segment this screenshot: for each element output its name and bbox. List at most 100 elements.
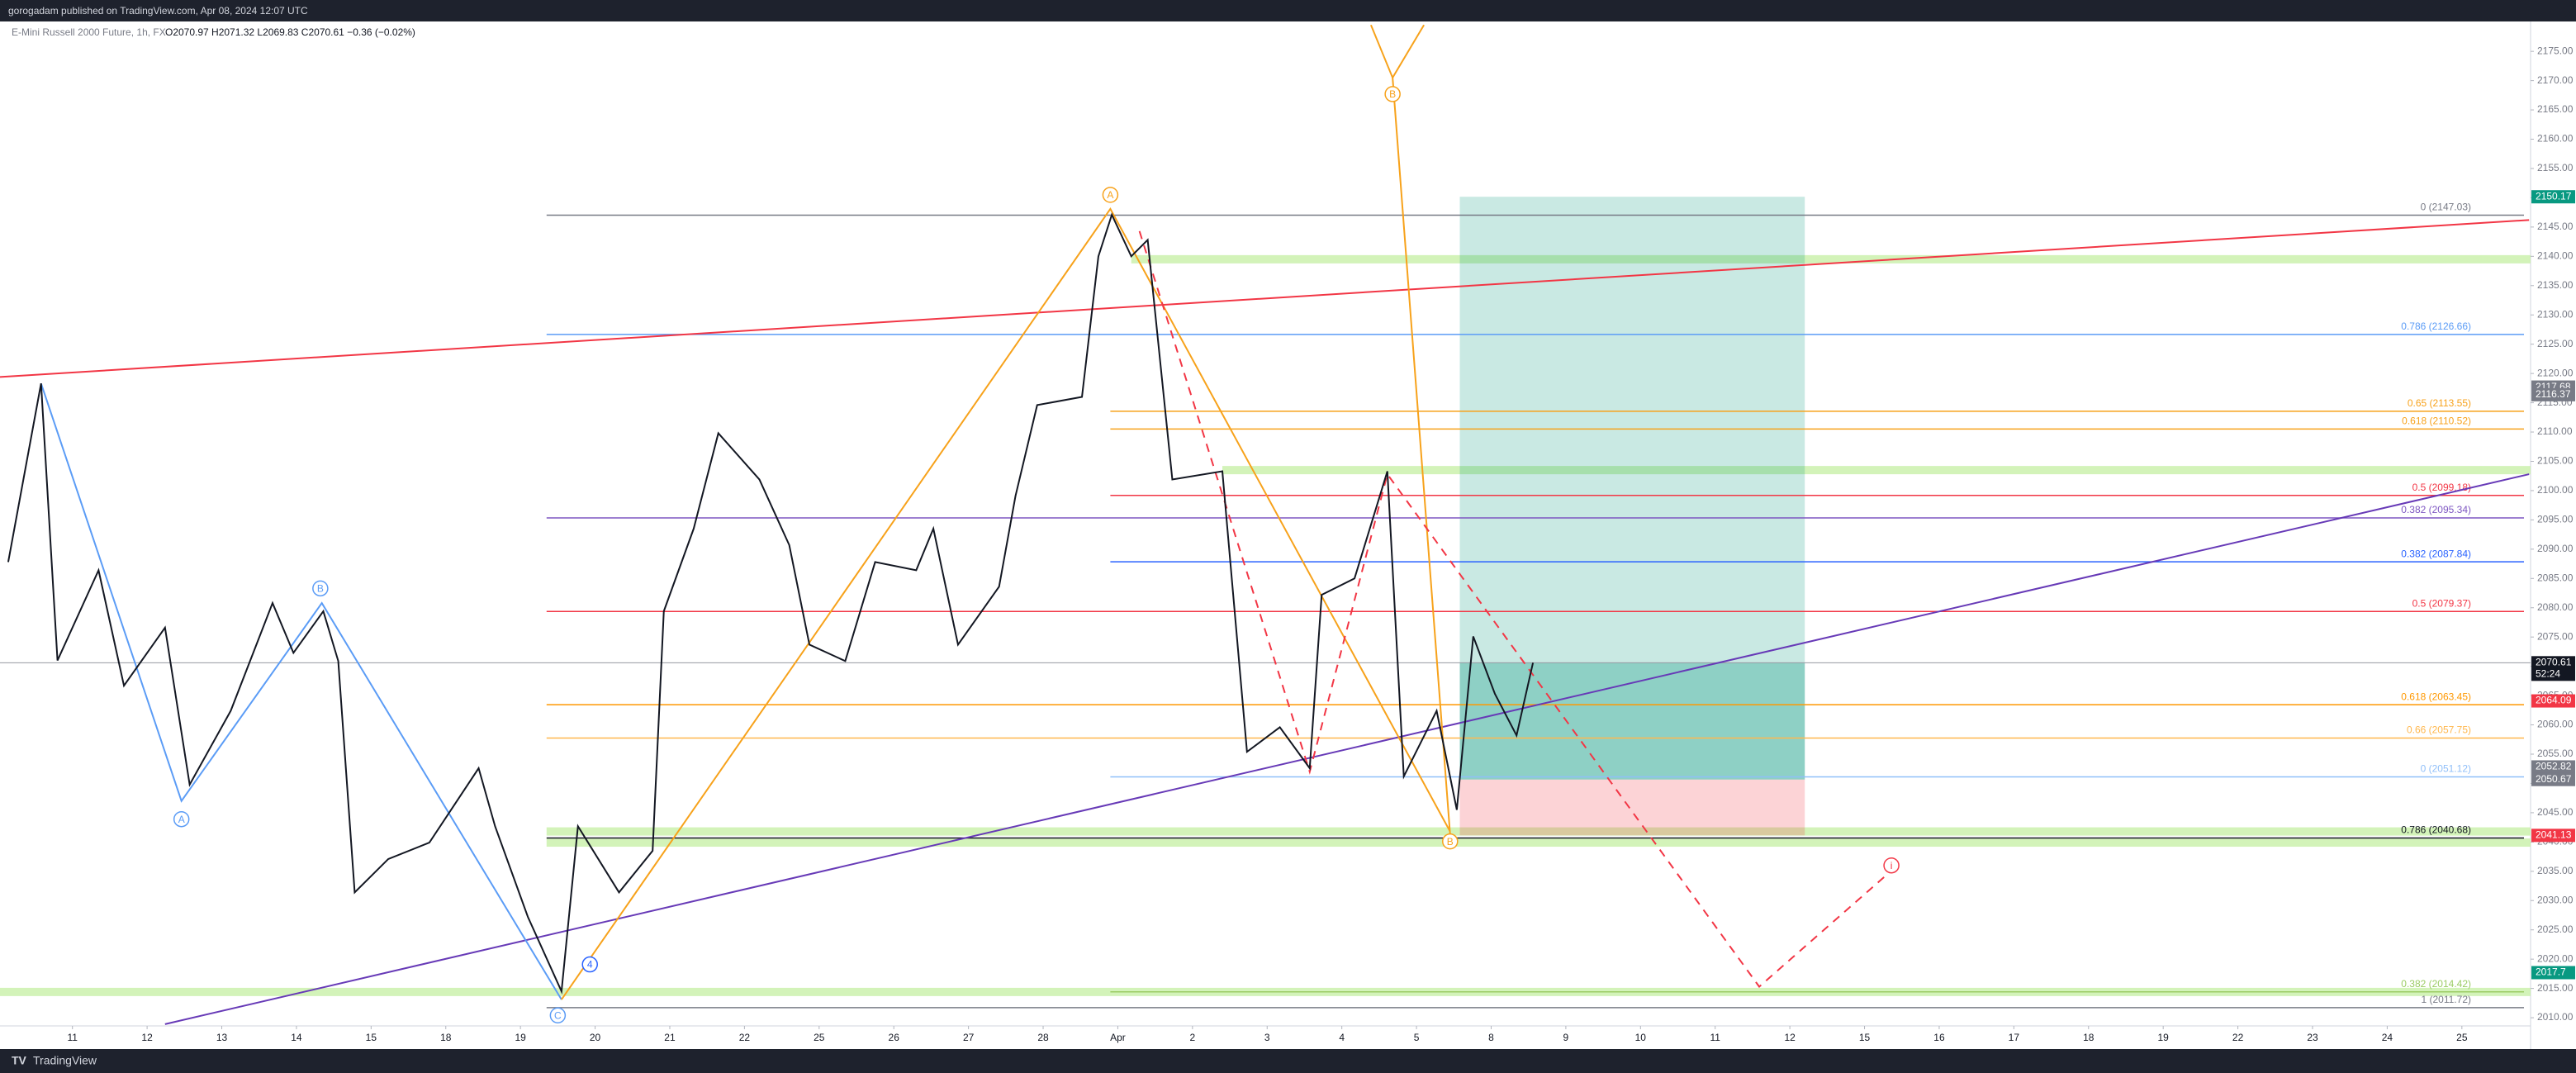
y-tick-label: 2020.00 — [2537, 952, 2574, 964]
wave-label: B — [1447, 836, 1454, 847]
y-tick-label: 2010.00 — [2537, 1011, 2574, 1023]
wave-marker — [581, 956, 598, 973]
open-profit-zone — [1459, 662, 1805, 780]
price-tag — [2531, 760, 2575, 774]
plot-area: 0 (2147.03) 0.786 (2126.66) 0.65 (2113.55)… — [0, 24, 2531, 1025]
wave-label: A — [178, 814, 185, 825]
x-tick-label: 21 — [664, 1032, 676, 1043]
y-tick-label: 2170.00 — [2537, 74, 2574, 86]
ohlc-readout: O2070.97 H2071.32 L2069.83 C2070.61 −0.3… — [165, 26, 415, 38]
y-tick-label: 2085.00 — [2537, 572, 2574, 583]
wave-marker — [1883, 857, 1900, 874]
fib-label: 0.66 (2057.75) — [2407, 724, 2471, 736]
price-tag — [2531, 772, 2575, 786]
x-tick-label: 10 — [1635, 1032, 1647, 1043]
x-tick-label: 11 — [67, 1032, 78, 1043]
fib-label: 0.618 (2110.52) — [2402, 415, 2471, 427]
y-tick-label: 2025.00 — [2537, 923, 2574, 935]
fib-label: 0.65 (2113.55) — [2408, 397, 2471, 409]
fib-label: 0 (2147.03) — [2421, 202, 2471, 213]
x-tick-label: 15 — [366, 1032, 377, 1043]
price-tag — [2531, 190, 2575, 204]
y-tick-label: 2015.00 — [2537, 982, 2574, 994]
fib-label: 0.382 (2014.42) — [2401, 978, 2471, 990]
x-tick-label: 4 — [1339, 1032, 1345, 1043]
price-tag — [2531, 828, 2575, 843]
x-tick-label: 9 — [1563, 1032, 1569, 1043]
price-tag-label: 2050.67 — [2536, 773, 2572, 785]
y-tick-label: 2105.00 — [2537, 455, 2574, 467]
brand: TradingView — [33, 1054, 97, 1067]
top-bar — [0, 0, 2576, 21]
trend-drawing — [1138, 230, 1892, 988]
x-tick-label: 25 — [2456, 1032, 2468, 1043]
publisher: gorogadam published on TradingView.com, … — [8, 5, 308, 17]
bottom-bar — [0, 1049, 2576, 1073]
symbol-title: E-Mini Russell 2000 Future, 1h, FX — [12, 26, 166, 38]
x-tick-label: 8 — [1488, 1032, 1494, 1043]
price-tag — [2531, 387, 2575, 401]
y-tick-label: 2135.00 — [2537, 279, 2574, 291]
x-tick-label: 12 — [141, 1032, 153, 1043]
x-tick-label: 18 — [440, 1032, 452, 1043]
x-tick-label: 28 — [1037, 1032, 1049, 1043]
fib-label: 0 (2051.12) — [2421, 763, 2471, 775]
fib-label: 0.786 (2126.66) — [2401, 320, 2471, 332]
x-tick-label: 25 — [814, 1032, 825, 1043]
fib-label: 0.382 (2095.34) — [2401, 504, 2471, 515]
x-tick-label: 5 — [1414, 1032, 1420, 1043]
wave-label: C — [554, 1009, 562, 1021]
wave-label: 4 — [587, 959, 593, 971]
price-tag-label: 2064.09 — [2536, 695, 2572, 706]
trend-drawing — [561, 207, 1451, 1000]
x-tick-label: 14 — [291, 1032, 302, 1043]
x-tick-label: 26 — [889, 1032, 900, 1043]
stop-zone — [1459, 779, 1805, 836]
wave-label: B — [1389, 88, 1396, 100]
highlight-band — [1131, 254, 2531, 264]
trend-drawing — [164, 473, 2530, 1025]
wave-marker — [1102, 187, 1119, 203]
fib-label: 0.382 (2087.84) — [2401, 548, 2471, 559]
y-tick-label: 2035.00 — [2537, 865, 2574, 876]
price-tag — [2531, 656, 2575, 681]
x-tick-label: 13 — [216, 1032, 228, 1043]
fib-label: 0.5 (2079.37) — [2412, 597, 2471, 609]
y-tick-label: 2030.00 — [2537, 894, 2574, 905]
y-tick-label: 2060.00 — [2537, 719, 2574, 730]
wave-label: i — [1890, 860, 1893, 871]
x-tick-label: 19 — [515, 1032, 526, 1043]
x-tick-label: 20 — [590, 1032, 601, 1043]
wave-label: A — [1107, 189, 1113, 201]
x-tick-label: 15 — [1859, 1032, 1871, 1043]
y-tick-label: 2080.00 — [2537, 601, 2574, 613]
y-tick-label: 2075.00 — [2537, 630, 2574, 642]
y-tick-label: 2155.00 — [2537, 162, 2574, 173]
trend-drawing — [40, 382, 562, 1000]
x-tick-label: 18 — [2083, 1032, 2094, 1043]
price-tag-label: 2150.17 — [2536, 190, 2572, 202]
x-tick-label: 2 — [1190, 1032, 1196, 1043]
fib-label: 0.786 (2040.68) — [2401, 824, 2471, 836]
fib-label: 1 (2011.72) — [2422, 994, 2472, 1005]
trend-drawing — [1370, 24, 1425, 80]
fib-label: 0.5 (2099.18) — [2412, 482, 2471, 493]
x-tick-label: 17 — [2009, 1032, 2020, 1043]
x-tick-label: 24 — [2382, 1032, 2393, 1043]
x-tick-label: 3 — [1264, 1032, 1270, 1043]
price-line — [7, 212, 1535, 995]
y-tick-label: 2130.00 — [2537, 308, 2574, 320]
wave-label: B — [317, 583, 324, 595]
x-tick-label: Apr — [1110, 1032, 1126, 1043]
countdown: 52:24 — [2536, 667, 2560, 679]
price-tag-label: 2041.13 — [2536, 829, 2572, 841]
logo-mark: TV — [12, 1054, 27, 1067]
y-tick-label: 2090.00 — [2537, 543, 2574, 554]
highlight-band — [1222, 466, 2531, 475]
y-tick-label: 2045.00 — [2537, 806, 2574, 818]
wave-marker — [312, 580, 329, 597]
y-tick-label: 2120.00 — [2537, 367, 2574, 378]
wave-marker — [549, 1007, 567, 1023]
